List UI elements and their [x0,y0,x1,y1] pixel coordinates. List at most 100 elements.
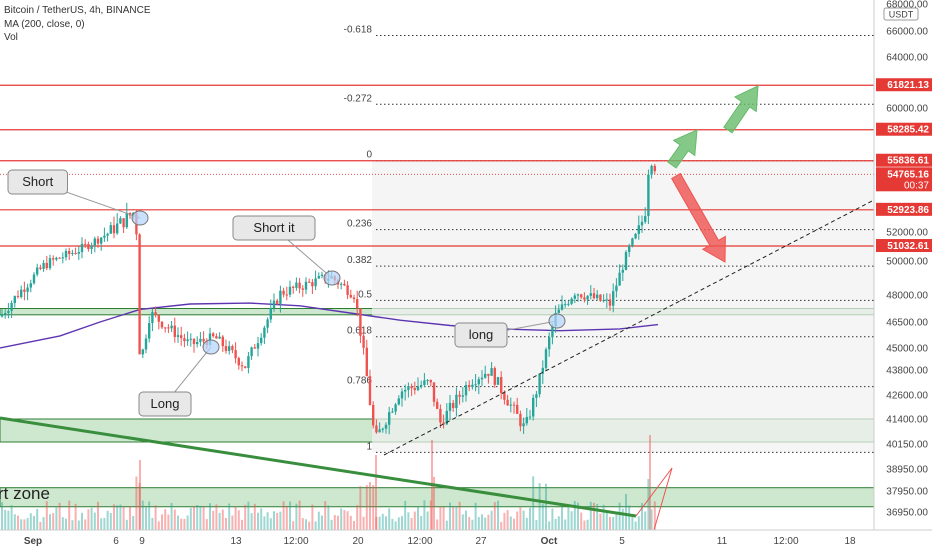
volume-bar [500,521,503,530]
short-it-callout-label: Short it [253,220,295,235]
candle-body [458,394,461,397]
candle-body [272,300,276,309]
volume-bar [180,518,183,530]
candle-body [304,281,308,290]
candle-body [32,274,36,284]
candle-body [196,341,199,345]
candle-body [647,174,650,217]
price-tag-label: 51032.61 [887,241,929,252]
candle-body [23,289,26,292]
candle-body [484,373,487,378]
volume-bar [522,510,525,530]
candle-body [439,408,442,423]
callouts-layer: Short Short it Long long rt zone [0,169,566,503]
volume-bar [465,510,467,530]
candle-body [468,385,471,388]
volume-bar [589,501,592,530]
candle-body [151,312,154,324]
volume-bar [333,515,336,530]
short-it-callout-box[interactable] [232,215,316,241]
volume-bar [23,519,26,530]
y-tick-label: 60000.00 [886,104,928,115]
volume-bar [426,511,429,530]
volume-bar [327,505,330,530]
candle-body [410,386,413,389]
candle-body [228,346,231,351]
candle-body [218,336,221,339]
ma-layer [0,302,659,349]
volume-bar [356,505,359,530]
volume-bar [301,518,304,530]
candle-body [567,303,570,305]
volume-bar [170,503,173,530]
candle-body [637,225,640,234]
volume-bar [436,519,439,530]
candle-body [93,238,96,246]
volume-bar [154,505,157,530]
candle-body [77,252,80,254]
candle-body [352,297,356,300]
candle-body [519,413,522,427]
volume-bar [605,511,608,530]
volume-bar [535,520,538,530]
volume-bar [477,517,480,530]
candle-body [298,282,301,289]
volume-bar [455,506,458,530]
fib-level-label: 0 [366,150,372,161]
y-tick-label: 46500.00 [886,318,928,329]
volume-bar [375,455,377,530]
candle-body [308,281,311,283]
currency-box[interactable] [883,7,919,21]
volume-bar [26,518,29,530]
candle-body [544,349,548,368]
volume-bar [298,500,301,530]
candle-body [148,323,151,339]
volume-bar [209,503,211,530]
candle-body [576,294,580,296]
price-tag [876,153,932,167]
volume-bar [417,506,419,530]
volume-bar [177,515,179,530]
candle-body [512,404,516,406]
volume-bar [615,512,618,530]
volume-bar [649,435,651,530]
candle-body [103,235,106,238]
short-callout-box[interactable] [7,169,68,195]
candle-body [493,368,496,385]
volume-layer [1,435,656,530]
candle-body [596,294,599,299]
volume-bar [346,511,349,530]
price-tag [876,78,932,92]
candle-body [589,293,592,296]
candle-body [7,310,10,314]
candle-body [58,257,61,259]
volume-bar [231,515,234,530]
candle-body [615,285,618,292]
volume-bar [221,509,224,530]
candle-body [247,356,250,368]
volume-bar [532,476,535,530]
candle-body [279,290,282,304]
volume-bar [260,508,263,530]
candle-body [144,338,148,350]
candle-body [29,283,32,288]
candle-body [170,325,173,329]
long-callout-2-box[interactable] [454,322,508,348]
volume-bar [84,519,87,530]
candle-body [400,391,404,399]
volume-bar [513,518,515,530]
volume-bar [81,512,83,530]
volume-bar [10,505,13,530]
long-callout-box[interactable] [138,391,192,417]
candle-body [455,394,458,409]
candle-body [13,296,16,304]
volume-bar [529,507,531,530]
volume-bar [570,511,573,530]
volume-bar [205,519,208,530]
price-tag-label: 55836.61 [887,156,929,167]
volume-bar [541,503,544,530]
price-tag-label: 52923.86 [887,205,929,216]
volume-bar [317,511,320,530]
candle-body [231,346,234,351]
